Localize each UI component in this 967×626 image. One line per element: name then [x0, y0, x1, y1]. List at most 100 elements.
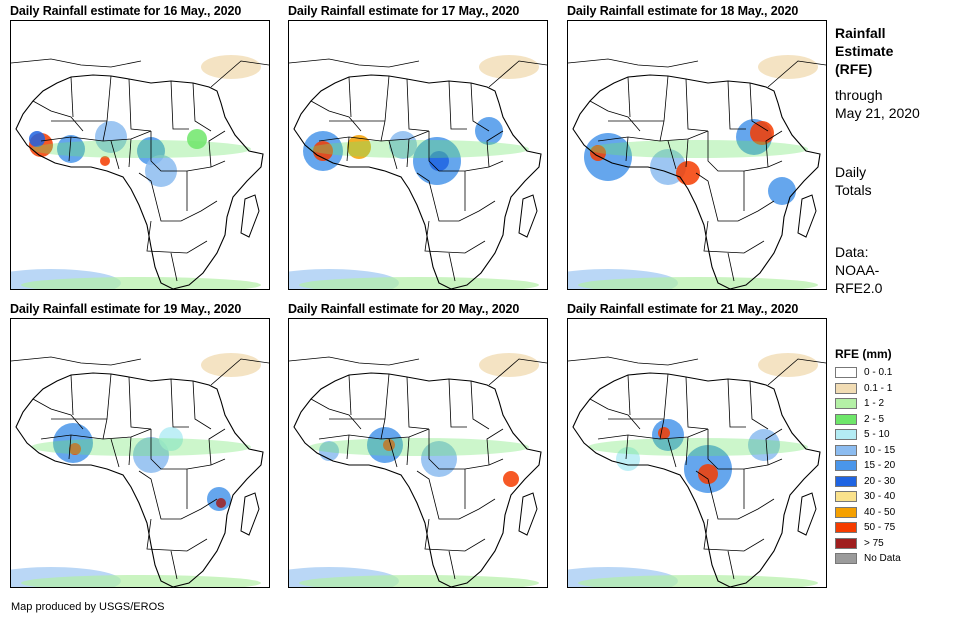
rainfall-area	[69, 443, 81, 455]
legend-swatch	[835, 506, 857, 518]
country-border	[110, 438, 120, 468]
country-border	[70, 76, 74, 118]
country-border	[208, 428, 226, 466]
legend-swatch	[835, 522, 857, 533]
legend-label: 20 - 30	[864, 475, 896, 487]
country-border	[625, 434, 629, 460]
country-border	[667, 438, 677, 468]
legend-label: 0 - 0.1	[864, 367, 893, 378]
country-border	[703, 518, 765, 552]
panel-title: Daily Rainfall estimate for 20 May., 202…	[288, 302, 520, 316]
sidebar-heading: Rainfall Estimate (RFE)	[835, 24, 893, 78]
map-svg	[11, 353, 269, 587]
legend-swatch	[835, 398, 857, 409]
rainfall-area	[676, 161, 700, 185]
legend-label: 10 - 15	[864, 444, 896, 456]
rain-band	[578, 575, 818, 587]
legend-label: 1 - 2	[864, 398, 885, 409]
country-border	[208, 130, 226, 168]
madagascar-outline	[797, 492, 817, 536]
country-border	[695, 470, 775, 520]
rain-band	[21, 575, 261, 587]
rainfall-area	[584, 133, 632, 181]
country-border	[428, 429, 504, 470]
rainfall-area	[590, 145, 606, 161]
map-svg	[11, 55, 269, 289]
rain-band	[21, 277, 261, 289]
legend-swatch	[835, 475, 857, 487]
country-border	[348, 374, 352, 416]
legend-swatch	[835, 367, 857, 378]
rainfall-area	[187, 129, 207, 149]
panel-title: Daily Rainfall estimate for 18 May., 202…	[567, 4, 799, 18]
country-border	[170, 550, 178, 580]
country-border	[448, 252, 456, 282]
europe-outline	[289, 356, 420, 366]
country-border	[486, 428, 504, 466]
country-border	[727, 550, 735, 580]
arabia-outline	[210, 358, 269, 386]
rainfall-area	[216, 498, 226, 508]
country-border	[380, 75, 390, 142]
sidebar-through: through May 21, 2020	[835, 86, 920, 122]
country-border	[448, 378, 467, 428]
heading-line: Estimate	[835, 43, 894, 59]
country-border	[40, 130, 152, 142]
totals-line: Totals	[835, 182, 872, 198]
country-border	[192, 380, 212, 430]
rainfall-area	[503, 471, 519, 487]
legend-label: 40 - 50	[864, 506, 896, 518]
country-border	[146, 220, 208, 254]
country-border	[406, 138, 410, 168]
legend-swatch	[835, 537, 857, 549]
country-border	[416, 470, 496, 520]
country-border	[424, 220, 486, 254]
country-border	[703, 220, 765, 254]
country-border	[625, 136, 629, 162]
legend-swatch	[835, 491, 857, 502]
country-border	[40, 428, 152, 440]
rainfall-area	[421, 441, 457, 477]
through-line: May 21, 2020	[835, 105, 920, 121]
rain-band	[201, 353, 261, 377]
legend-swatch	[835, 413, 857, 425]
country-border	[765, 130, 783, 168]
rainfall-map-21-may	[567, 318, 827, 588]
rain-band	[588, 140, 808, 158]
country-border	[749, 82, 769, 132]
country-border	[146, 518, 208, 552]
madagascar-outline	[240, 492, 260, 536]
country-border	[348, 76, 352, 118]
rainfall-area	[57, 135, 85, 163]
country-border	[192, 82, 212, 132]
country-border	[627, 76, 631, 118]
panel-title: Daily Rainfall estimate for 19 May., 202…	[10, 302, 242, 316]
legend-label: 50 - 75	[864, 522, 896, 533]
africa-outline	[572, 74, 821, 289]
panel-title: Daily Rainfall estimate for 21 May., 202…	[567, 302, 799, 316]
rainfall-map-19-may	[10, 318, 270, 588]
rainfall-area	[750, 121, 774, 145]
rainfall-map-18-may	[567, 20, 827, 290]
country-border	[707, 131, 783, 172]
madagascar-outline	[518, 194, 538, 238]
rain-band	[299, 277, 539, 289]
country-border	[318, 428, 430, 440]
rainfall-area	[29, 131, 45, 147]
europe-outline	[289, 58, 420, 68]
data-line: Data:	[835, 244, 869, 260]
country-border	[406, 78, 430, 132]
africa-outline	[15, 372, 264, 587]
rain-band	[588, 438, 808, 456]
country-border	[470, 380, 490, 430]
country-border	[727, 80, 746, 130]
rain-band	[201, 55, 261, 79]
country-border	[388, 438, 398, 468]
totals-line: Daily	[835, 164, 867, 180]
rainfall-map-17-may	[288, 20, 548, 290]
map-svg	[568, 55, 826, 289]
legend-label: 30 - 40	[864, 491, 896, 502]
arabia-outline	[488, 60, 547, 88]
country-border	[685, 436, 689, 466]
country-border	[150, 429, 226, 470]
